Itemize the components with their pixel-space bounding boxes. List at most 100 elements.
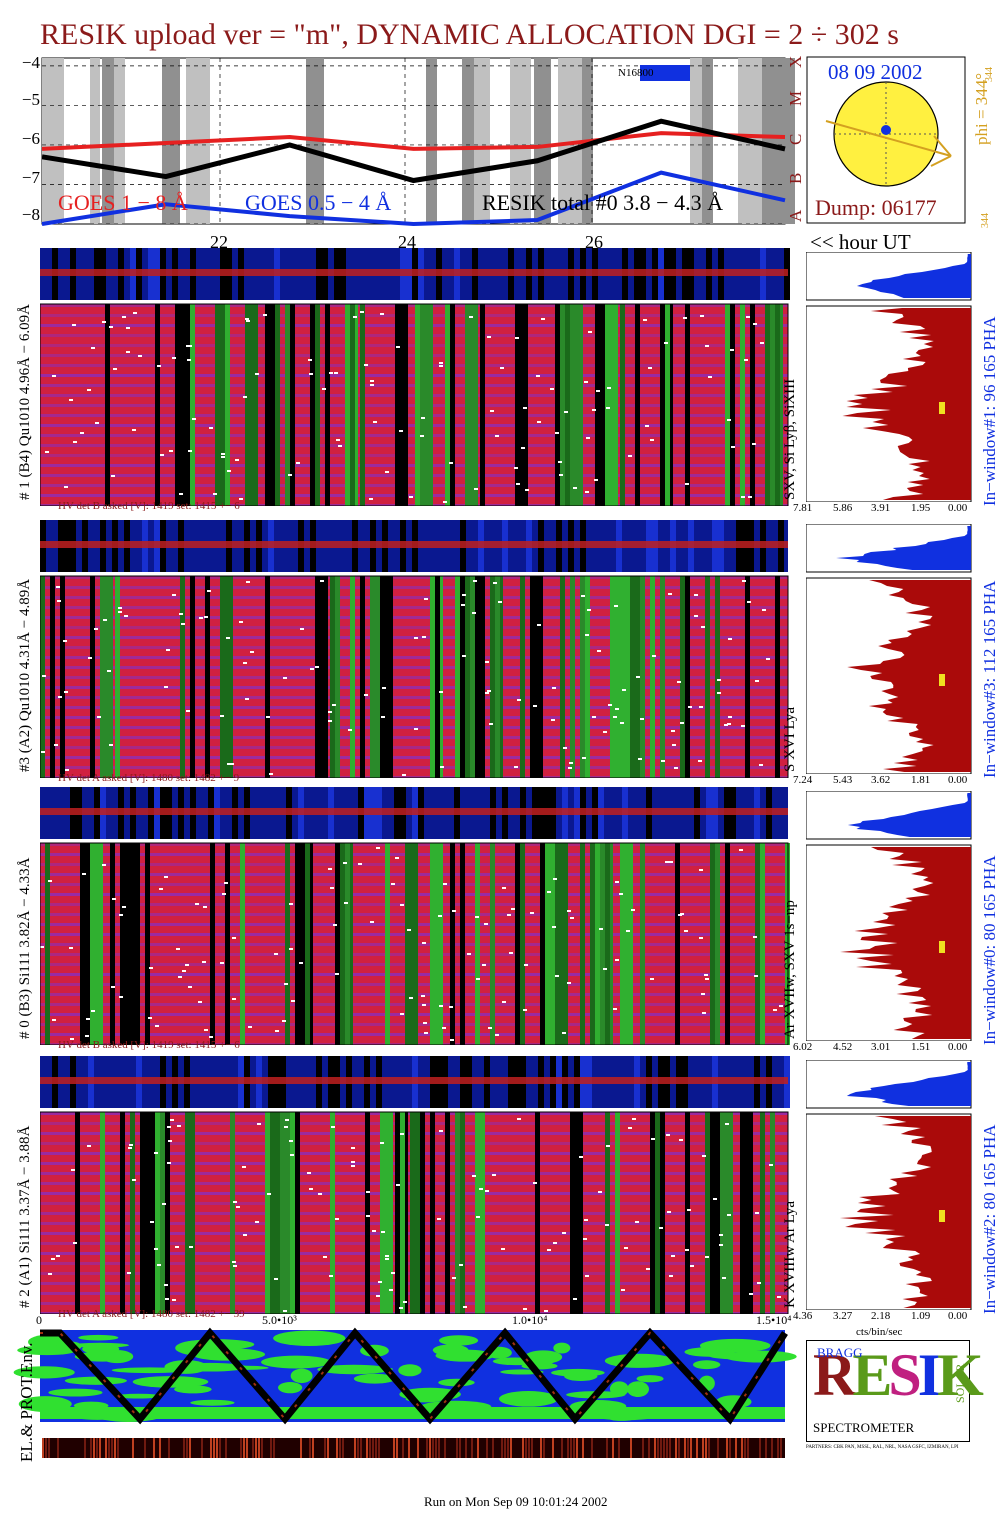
heatmap-speck bbox=[579, 1156, 583, 1158]
heatmap-speck bbox=[424, 598, 428, 600]
heatmap-column bbox=[515, 304, 528, 506]
heatmap-speck bbox=[87, 389, 91, 391]
goes-stripe bbox=[774, 58, 795, 224]
heatmap-speck bbox=[414, 728, 418, 730]
heatmap-column bbox=[675, 843, 680, 1045]
heatmap-speck bbox=[500, 367, 504, 369]
heatmap-speck bbox=[652, 655, 656, 657]
heatmap-column bbox=[155, 304, 160, 506]
heatmap-speck bbox=[70, 1038, 74, 1040]
heatmap-speck bbox=[246, 320, 250, 322]
spectral-lines-label: SXV, Si Lyβ, SiXIII bbox=[782, 378, 798, 500]
heatmap-column bbox=[615, 1112, 620, 1314]
env-strip-col bbox=[747, 1438, 749, 1458]
heatmap-speck bbox=[245, 318, 249, 320]
footer-run-text: Run on Mon Sep 09 10:01:24 2002 bbox=[424, 1494, 608, 1509]
heatmap-speck bbox=[164, 876, 168, 878]
heatmap-column bbox=[515, 843, 520, 1045]
heatmap-speck bbox=[343, 862, 347, 864]
heatmap-column bbox=[135, 843, 140, 1045]
pha-histogram bbox=[806, 791, 972, 1041]
heatmap-column bbox=[725, 843, 730, 1045]
env-strip-col bbox=[654, 1438, 656, 1458]
heatmap-speck bbox=[749, 1293, 753, 1295]
heatmap-speck bbox=[669, 1275, 673, 1277]
heatmap-speck bbox=[502, 887, 506, 889]
profile-x-tick: 2.18 bbox=[871, 1310, 891, 1322]
heatmap-speck bbox=[708, 376, 712, 378]
heatmap-column bbox=[265, 1112, 270, 1314]
heatmap-speck bbox=[762, 609, 766, 611]
heatmap-speck bbox=[690, 1265, 694, 1267]
heatmap-speck bbox=[748, 496, 752, 498]
heatmap-speck bbox=[85, 1035, 89, 1037]
env-strip-col bbox=[504, 1438, 506, 1458]
env-strip-col bbox=[456, 1438, 458, 1458]
heatmap-column bbox=[450, 843, 455, 1045]
heatmap-column bbox=[435, 576, 440, 778]
heatmap-speck bbox=[399, 1307, 403, 1309]
heatmap-column bbox=[290, 1112, 295, 1314]
env-strip-col bbox=[243, 1438, 245, 1458]
pha-line bbox=[40, 1077, 788, 1084]
heatmap-column bbox=[310, 304, 315, 506]
env-strip-col bbox=[726, 1438, 728, 1458]
heatmap-speck bbox=[168, 1140, 172, 1142]
env-strip-col bbox=[309, 1438, 311, 1458]
heatmap-column bbox=[650, 1112, 655, 1314]
env-strip-col bbox=[369, 1438, 371, 1458]
heatmap-speck bbox=[717, 679, 721, 681]
env-strip-col bbox=[630, 1438, 632, 1458]
heatmap-speck bbox=[385, 1255, 389, 1257]
heatmap-band bbox=[40, 756, 788, 759]
env-strip-col bbox=[669, 1438, 671, 1458]
env-strip-col bbox=[648, 1438, 650, 1458]
heatmap-speck bbox=[699, 869, 703, 871]
heatmap-speck bbox=[547, 891, 551, 893]
heatmap-speck bbox=[204, 1029, 208, 1031]
heatmap-speck bbox=[437, 1218, 441, 1220]
env-patch bbox=[111, 1367, 188, 1374]
heatmap-speck bbox=[382, 687, 386, 689]
profile-x-ticks: 7.81 5.86 3.91 1.95 0.00 bbox=[793, 502, 973, 516]
heatmap-speck bbox=[487, 336, 491, 338]
heatmap-speck bbox=[450, 1039, 454, 1041]
heatmap-column bbox=[365, 1112, 370, 1314]
heatmap-speck bbox=[323, 1256, 327, 1258]
heatmap-speck bbox=[705, 345, 709, 347]
noaa-region-label: N16800 bbox=[618, 67, 654, 79]
heatmap-column bbox=[725, 304, 730, 506]
heatmap-speck bbox=[119, 914, 123, 916]
heatmap-speck bbox=[773, 1009, 777, 1011]
env-x-tick: 1.5•10⁴ bbox=[756, 1313, 792, 1327]
heatmap-speck bbox=[338, 445, 342, 447]
heatmap-column bbox=[465, 576, 470, 778]
heatmap-speck bbox=[449, 462, 453, 464]
heatmap-speck bbox=[514, 467, 518, 469]
heatmap-speck bbox=[755, 1212, 759, 1214]
heatmap-speck bbox=[581, 595, 585, 597]
heatmap-speck bbox=[233, 1265, 237, 1267]
profile-x-tick: 1.51 bbox=[911, 1041, 931, 1053]
heatmap-speck bbox=[224, 882, 228, 884]
heatmap-speck bbox=[680, 722, 684, 724]
heatmap-speck bbox=[603, 968, 607, 970]
heatmap-speck bbox=[615, 881, 619, 883]
heatmap-column bbox=[480, 1112, 485, 1314]
env-strip-col bbox=[582, 1438, 584, 1458]
heatmap-column bbox=[400, 304, 405, 506]
env-patch bbox=[439, 1335, 479, 1346]
heatmap-speck bbox=[724, 724, 728, 726]
y-tick: −5 bbox=[21, 90, 40, 109]
heatmap-speck bbox=[226, 637, 230, 639]
heatmap-speck bbox=[318, 1193, 322, 1195]
env-strip-col bbox=[486, 1438, 488, 1458]
heatmap-speck bbox=[514, 766, 518, 768]
heatmap-column bbox=[640, 843, 645, 1045]
heatmap-band bbox=[40, 766, 788, 769]
env-strip-col bbox=[780, 1438, 782, 1458]
heatmap-speck bbox=[290, 1154, 294, 1156]
heatmap-speck bbox=[58, 696, 62, 698]
heatmap-speck bbox=[351, 1147, 355, 1149]
orbit-arrow-head bbox=[930, 155, 952, 167]
